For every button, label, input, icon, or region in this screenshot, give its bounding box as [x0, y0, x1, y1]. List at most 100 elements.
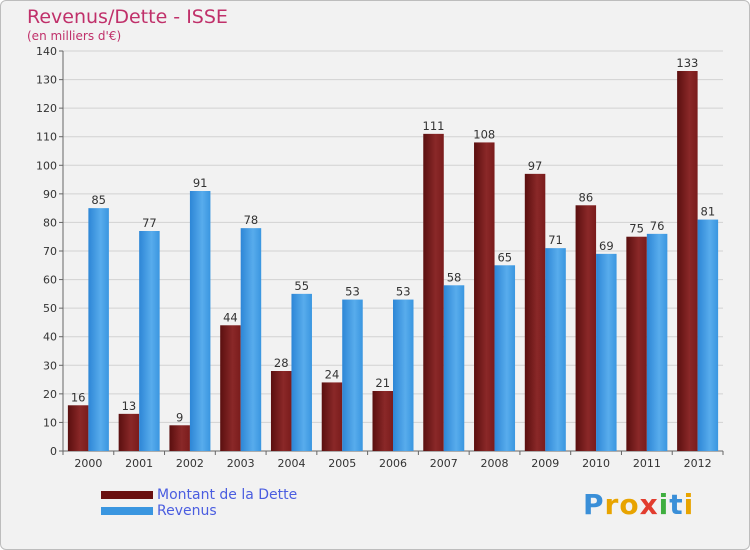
revenue-value-label: 91 [193, 176, 208, 190]
debt-bar [423, 133, 444, 451]
x-tick-label: 2004 [277, 457, 305, 470]
revenue-bar [88, 208, 109, 451]
x-tick-label: 2007 [430, 457, 458, 470]
y-tick-label: 140 [36, 45, 57, 58]
legend-item-debt: Montant de la Dette [101, 487, 297, 503]
debt-bar [575, 205, 597, 451]
chart-subtitle: (en milliers d'€) [27, 29, 122, 43]
revenue-value-label: 65 [497, 250, 512, 264]
revenue-value-label: 53 [396, 285, 411, 299]
data-labels: 16 85 13 77 9 91 44 78 28 55 24 53 21 53 111 58 108 65 97 7… [71, 56, 715, 424]
x-tick-label: 2006 [379, 457, 407, 470]
legend-swatch-revenue [101, 507, 153, 515]
x-tick-label: 2008 [481, 457, 509, 470]
y-tick-label: 60 [43, 274, 57, 287]
logo-letter: P [583, 488, 605, 521]
revenue-bar [189, 191, 211, 451]
legend-label-revenue: Revenus [157, 503, 217, 519]
debt-value-label: 75 [629, 222, 644, 236]
logo-letter: r [604, 488, 620, 521]
debt-bar [474, 142, 495, 451]
y-tick-label: 0 [50, 445, 57, 458]
x-tick-label: 2002 [176, 457, 204, 470]
x-tick-label: 2000 [74, 457, 102, 470]
y-tick-label: 50 [43, 302, 57, 315]
x-tick-label: 2001 [125, 457, 153, 470]
debt-value-label: 21 [375, 376, 390, 390]
debt-bar [626, 236, 647, 451]
y-tick-label: 10 [43, 416, 57, 429]
debt-value-label: 28 [274, 356, 289, 370]
debt-bar [321, 382, 343, 451]
revenue-value-label: 69 [599, 239, 614, 253]
revenue-bar [393, 299, 414, 451]
revenue-value-label: 76 [650, 219, 665, 233]
debt-value-label: 24 [325, 367, 340, 381]
debt-value-label: 111 [423, 119, 445, 133]
logo-letter: t [669, 488, 684, 521]
logo-letter: i [658, 488, 670, 521]
bars [67, 71, 719, 451]
chart-title: Revenus/Dette - ISSE [27, 6, 228, 28]
revenue-bar [240, 228, 262, 451]
y-tick-label: 120 [36, 102, 57, 115]
revenue-value-label: 71 [548, 233, 563, 247]
revenue-value-label: 78 [244, 213, 259, 227]
y-tick-label: 80 [43, 216, 57, 229]
debt-bar [118, 413, 140, 451]
logo-letter: o [619, 488, 640, 521]
revenue-value-label: 53 [345, 285, 360, 299]
revenue-bar [443, 285, 465, 451]
debt-bar [270, 371, 292, 451]
revenue-bar [545, 248, 566, 451]
revenue-value-label: 77 [142, 216, 157, 230]
debt-value-label: 16 [71, 390, 86, 404]
legend: Montant de la Dette Revenus [101, 487, 297, 519]
legend-swatch-debt [101, 491, 153, 499]
revenue-bar [596, 253, 617, 451]
revenue-bar [697, 219, 719, 451]
logo-letter: x [639, 488, 659, 521]
debt-bar [169, 425, 190, 451]
revenue-value-label: 81 [701, 205, 716, 219]
y-tick-label: 130 [36, 74, 57, 87]
y-tick-label: 70 [43, 245, 57, 258]
debt-value-label: 97 [528, 159, 543, 173]
revenue-bar [291, 293, 312, 451]
x-tick-label: 2012 [684, 457, 712, 470]
revenue-bar [342, 299, 363, 451]
debt-bar [372, 391, 393, 451]
revenue-bar [494, 265, 516, 451]
revenue-value-label: 85 [91, 193, 106, 207]
y-tick-label: 30 [43, 359, 57, 372]
revenue-bar [646, 233, 668, 451]
revenue-value-label: 55 [294, 279, 309, 293]
y-tick-label: 100 [36, 159, 57, 172]
proxiti-logo: Proxiti [583, 488, 694, 521]
legend-label-debt: Montant de la Dette [157, 487, 298, 503]
y-tick-label: 40 [43, 331, 57, 344]
debt-bar [67, 405, 89, 451]
debt-value-label: 133 [676, 56, 698, 70]
x-tick-label: 2009 [531, 457, 559, 470]
debt-bar [524, 173, 546, 451]
debt-bar [220, 325, 241, 451]
debt-bar [677, 71, 698, 451]
x-tick-label: 2010 [582, 457, 610, 470]
x-tick-label: 2005 [328, 457, 356, 470]
debt-value-label: 13 [122, 399, 137, 413]
debt-value-label: 44 [223, 310, 238, 324]
y-tick-label: 20 [43, 388, 57, 401]
revenue-value-label: 58 [447, 270, 462, 284]
logo-letter: i [683, 488, 695, 521]
legend-item-revenue: Revenus [101, 503, 297, 519]
y-tick-label: 110 [36, 131, 57, 144]
revenue-bar [139, 231, 160, 451]
debt-value-label: 86 [579, 190, 594, 204]
y-tick-label: 90 [43, 188, 57, 201]
x-tick-label: 2003 [227, 457, 255, 470]
x-tick-label: 2011 [633, 457, 661, 470]
debt-value-label: 9 [176, 410, 183, 424]
